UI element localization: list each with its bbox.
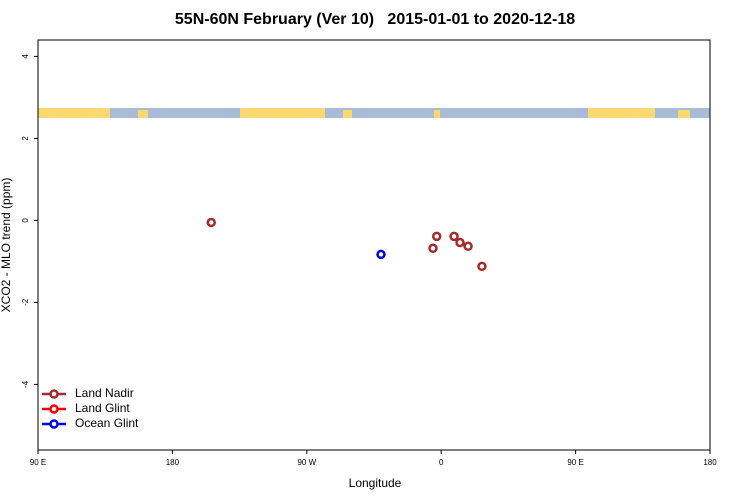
land-patch	[588, 108, 655, 118]
point	[463, 241, 473, 251]
legend-label: Land Glint	[75, 401, 130, 415]
point	[449, 231, 459, 242]
map-strip	[38, 108, 710, 118]
land-patch	[678, 110, 690, 118]
x-tick-label: 90 E	[567, 458, 583, 467]
land-patch	[38, 108, 110, 118]
land-patch	[434, 110, 440, 118]
y-tick-label: 2	[21, 136, 30, 141]
x-tick-label: 90 W	[297, 458, 316, 467]
legend-label: Ocean Glint	[75, 416, 139, 430]
land-patch	[138, 110, 148, 118]
x-tick-label: 90 E	[30, 458, 46, 467]
point	[428, 243, 438, 254]
point	[376, 249, 386, 260]
point	[455, 237, 465, 248]
land-patch	[240, 108, 325, 118]
y-tick-label: 0	[21, 218, 30, 223]
point	[431, 231, 442, 242]
plot-frame	[37, 39, 711, 451]
y-tick-label: 4	[21, 54, 30, 59]
y-axis-label: XCO2 - MLO trend (ppm)	[0, 178, 13, 313]
legend-label: Land Nadir	[75, 386, 134, 400]
y-tick-label: -4	[21, 380, 30, 388]
legend-marker	[49, 419, 59, 429]
x-axis-label: Longitude	[349, 476, 402, 490]
x-tick-label: 180	[703, 458, 717, 467]
land-patch	[343, 110, 352, 118]
x-tick-label: 180	[166, 458, 180, 467]
legend-marker	[49, 389, 59, 399]
x-tick-label: 0	[439, 458, 444, 467]
chart-title: 55N-60N February (Ver 10) 2015-01-01 to …	[175, 11, 575, 28]
point	[477, 261, 487, 272]
point	[206, 217, 216, 228]
ocean-band	[38, 108, 710, 118]
legend-marker	[49, 404, 59, 414]
y-tick-label: -2	[21, 298, 30, 306]
